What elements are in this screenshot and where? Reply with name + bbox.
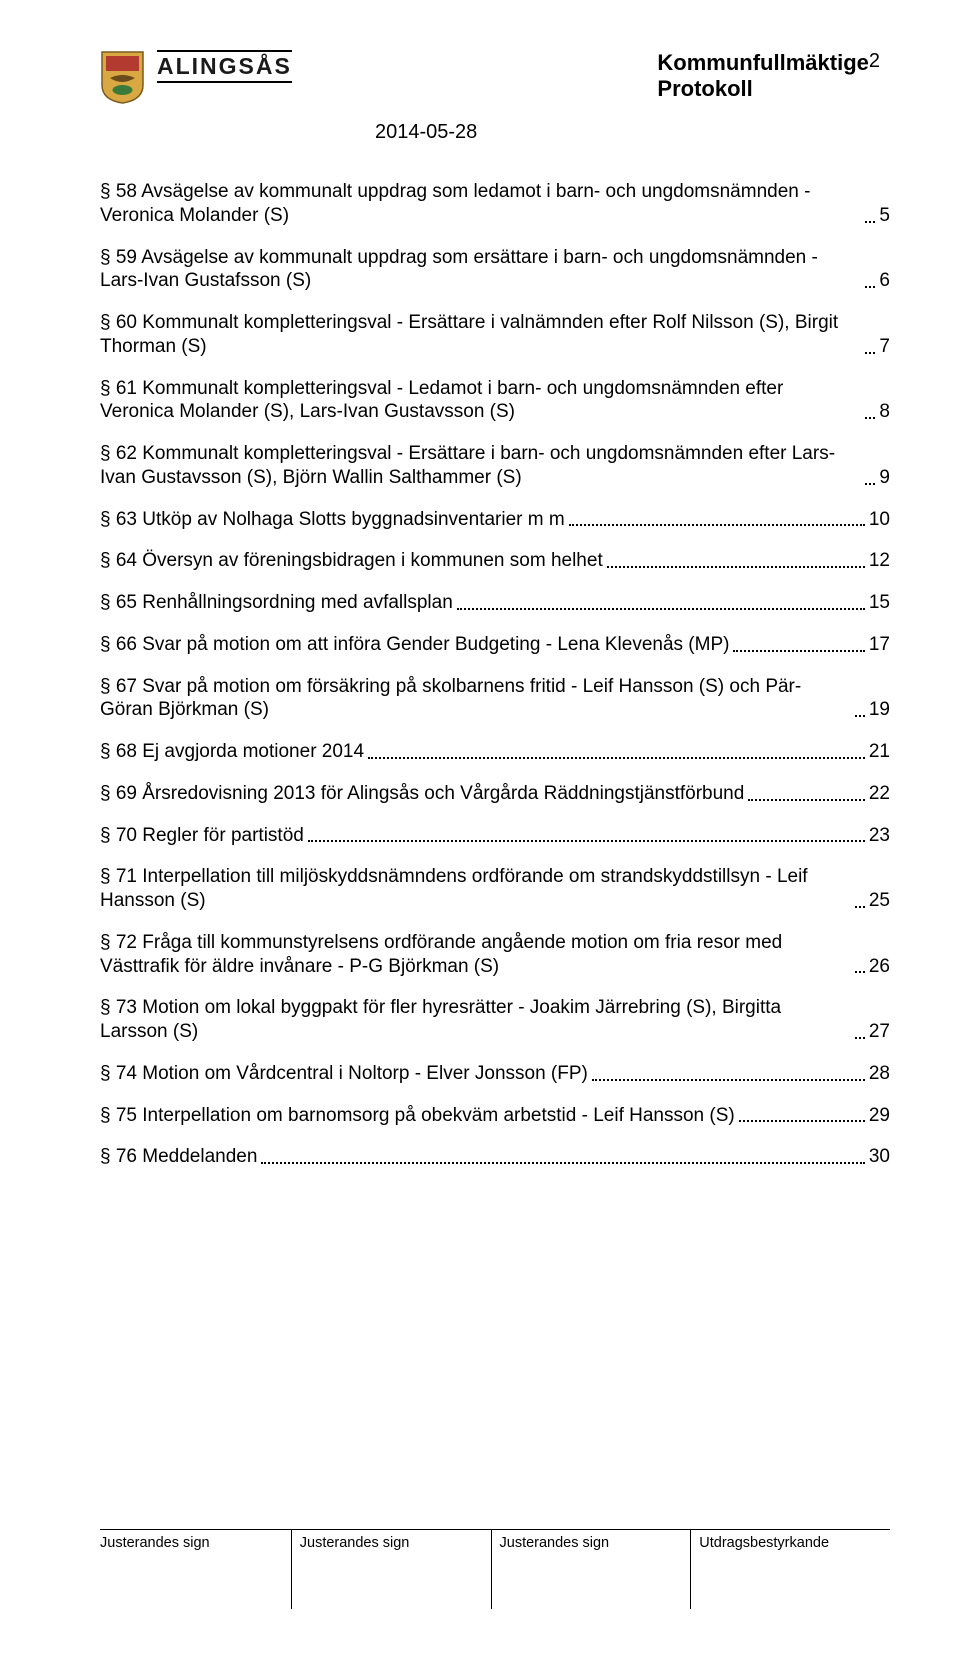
toc-leader-dots bbox=[865, 483, 875, 485]
toc-entry-text: § 59 Avsägelse av kommunalt uppdrag som … bbox=[100, 246, 861, 294]
toc-entry: § 70 Regler för partistöd 23 bbox=[100, 824, 890, 848]
toc-leader-dots bbox=[308, 840, 865, 842]
toc-entry-text: § 65 Renhållningsordning med avfallsplan bbox=[100, 591, 453, 615]
toc-entry: § 74 Motion om Vårdcentral i Noltorp - E… bbox=[100, 1062, 890, 1086]
brand-block: ALINGSÅS bbox=[157, 50, 637, 83]
document-title: Kommunfullmäktige bbox=[657, 50, 868, 76]
toc-entry-page: 12 bbox=[869, 549, 890, 573]
toc-entry-page: 9 bbox=[879, 466, 890, 490]
toc-entry: § 62 Kommunalt kompletteringsval - Ersät… bbox=[100, 442, 890, 490]
page-container: ALINGSÅS Kommunfullmäktige Protokoll 2 2… bbox=[0, 0, 960, 1659]
toc-entry-page: 22 bbox=[869, 782, 890, 806]
toc-entry-text: § 63 Utköp av Nolhaga Slotts byggnadsinv… bbox=[100, 508, 565, 532]
toc-entry-page: 26 bbox=[869, 955, 890, 979]
toc-entry-text: § 73 Motion om lokal byggpakt för fler h… bbox=[100, 996, 851, 1044]
toc-entry-text: § 58 Avsägelse av kommunalt uppdrag som … bbox=[100, 180, 861, 228]
toc-leader-dots bbox=[865, 286, 875, 288]
coat-of-arms-icon bbox=[100, 50, 145, 105]
toc-leader-dots bbox=[865, 352, 875, 354]
toc-entry-text: § 72 Fråga till kommunstyrelsens ordföra… bbox=[100, 931, 851, 979]
municipality-name: ALINGSÅS bbox=[157, 50, 292, 83]
toc-entry: § 64 Översyn av föreningsbidragen i komm… bbox=[100, 549, 890, 573]
toc-entry: § 67 Svar på motion om försäkring på sko… bbox=[100, 675, 890, 723]
toc-entry: § 66 Svar på motion om att införa Gender… bbox=[100, 633, 890, 657]
toc-leader-dots bbox=[855, 971, 865, 973]
toc-entry-text: § 60 Kommunalt kompletteringsval - Ersät… bbox=[100, 311, 861, 359]
toc-entry-text: § 68 Ej avgjorda motioner 2014 bbox=[100, 740, 364, 764]
toc-entry: § 65 Renhållningsordning med avfallsplan… bbox=[100, 591, 890, 615]
toc-entry-page: 29 bbox=[869, 1104, 890, 1128]
toc-entry-page: 21 bbox=[869, 740, 890, 764]
toc-entry-page: 19 bbox=[869, 698, 890, 722]
toc-entry-text: § 66 Svar på motion om att införa Gender… bbox=[100, 633, 729, 657]
toc-entry-page: 15 bbox=[869, 591, 890, 615]
toc-entry: § 68 Ej avgjorda motioner 2014 21 bbox=[100, 740, 890, 764]
toc-entry-text: § 64 Översyn av föreningsbidragen i komm… bbox=[100, 549, 603, 573]
toc-entry-page: 27 bbox=[869, 1020, 890, 1044]
toc-entry-page: 6 bbox=[879, 269, 890, 293]
toc-leader-dots bbox=[855, 715, 865, 717]
toc-entry-text: § 75 Interpellation om barnomsorg på obe… bbox=[100, 1104, 735, 1128]
toc-entry: § 76 Meddelanden 30 bbox=[100, 1145, 890, 1169]
toc-leader-dots bbox=[855, 1037, 865, 1039]
toc-entry-page: 25 bbox=[869, 889, 890, 913]
document-subtitle: Protokoll bbox=[657, 76, 868, 102]
toc-leader-dots bbox=[261, 1162, 864, 1164]
toc-entry-page: 5 bbox=[879, 204, 890, 228]
toc-leader-dots bbox=[592, 1079, 865, 1081]
toc-leader-dots bbox=[855, 906, 865, 908]
toc-entry: § 60 Kommunalt kompletteringsval - Ersät… bbox=[100, 311, 890, 359]
toc-entry-text: § 74 Motion om Vårdcentral i Noltorp - E… bbox=[100, 1062, 588, 1086]
footer-cell-sign-2: Justerandes sign bbox=[291, 1530, 491, 1609]
toc-entry-text: § 76 Meddelanden bbox=[100, 1145, 257, 1169]
toc-entry-page: 7 bbox=[879, 335, 890, 359]
header: ALINGSÅS Kommunfullmäktige Protokoll 2 bbox=[100, 50, 890, 105]
toc-entry: § 59 Avsägelse av kommunalt uppdrag som … bbox=[100, 246, 890, 294]
toc-leader-dots bbox=[607, 566, 865, 568]
toc-entry: § 75 Interpellation om barnomsorg på obe… bbox=[100, 1104, 890, 1128]
footer: Justerandes sign Justerandes sign Juster… bbox=[100, 1529, 890, 1609]
toc-entry-text: § 70 Regler för partistöd bbox=[100, 824, 304, 848]
toc-leader-dots bbox=[733, 650, 864, 652]
toc-entry: § 73 Motion om lokal byggpakt för fler h… bbox=[100, 996, 890, 1044]
toc-leader-dots bbox=[457, 608, 865, 610]
document-date: 2014-05-28 bbox=[375, 121, 890, 144]
footer-cell-cert: Utdragsbestyrkande bbox=[690, 1530, 890, 1609]
toc-entry-text: § 67 Svar på motion om försäkring på sko… bbox=[100, 675, 851, 723]
toc-leader-dots bbox=[569, 524, 865, 526]
footer-row: Justerandes sign Justerandes sign Juster… bbox=[100, 1530, 890, 1609]
toc-entry-page: 30 bbox=[869, 1145, 890, 1169]
toc-entry-page: 17 bbox=[869, 633, 890, 657]
toc-entry: § 63 Utköp av Nolhaga Slotts byggnadsinv… bbox=[100, 508, 890, 532]
footer-cell-sign-3: Justerandes sign bbox=[491, 1530, 691, 1609]
toc-leader-dots bbox=[865, 221, 875, 223]
toc-entry-page: 10 bbox=[869, 508, 890, 532]
toc-entry-text: § 69 Årsredovisning 2013 för Alingsås oc… bbox=[100, 782, 744, 806]
table-of-contents: § 58 Avsägelse av kommunalt uppdrag som … bbox=[100, 180, 890, 1169]
toc-entry-page: 28 bbox=[869, 1062, 890, 1086]
toc-entry-text: § 71 Interpellation till miljöskyddsnämn… bbox=[100, 865, 851, 913]
footer-cell-sign-1: Justerandes sign bbox=[100, 1530, 291, 1609]
toc-leader-dots bbox=[739, 1120, 865, 1122]
toc-entry: § 58 Avsägelse av kommunalt uppdrag som … bbox=[100, 180, 890, 228]
toc-entry: § 69 Årsredovisning 2013 för Alingsås oc… bbox=[100, 782, 890, 806]
toc-leader-dots bbox=[748, 799, 865, 801]
toc-entry: § 72 Fråga till kommunstyrelsens ordföra… bbox=[100, 931, 890, 979]
toc-entry-text: § 62 Kommunalt kompletteringsval - Ersät… bbox=[100, 442, 861, 490]
toc-leader-dots bbox=[368, 757, 865, 759]
page-number: 2 bbox=[869, 50, 890, 73]
toc-entry: § 61 Kommunalt kompletteringsval - Ledam… bbox=[100, 377, 890, 425]
toc-entry: § 71 Interpellation till miljöskyddsnämn… bbox=[100, 865, 890, 913]
toc-entry-page: 23 bbox=[869, 824, 890, 848]
toc-entry-page: 8 bbox=[879, 400, 890, 424]
toc-entry-text: § 61 Kommunalt kompletteringsval - Ledam… bbox=[100, 377, 861, 425]
document-title-block: Kommunfullmäktige Protokoll bbox=[657, 50, 868, 102]
toc-leader-dots bbox=[865, 417, 875, 419]
